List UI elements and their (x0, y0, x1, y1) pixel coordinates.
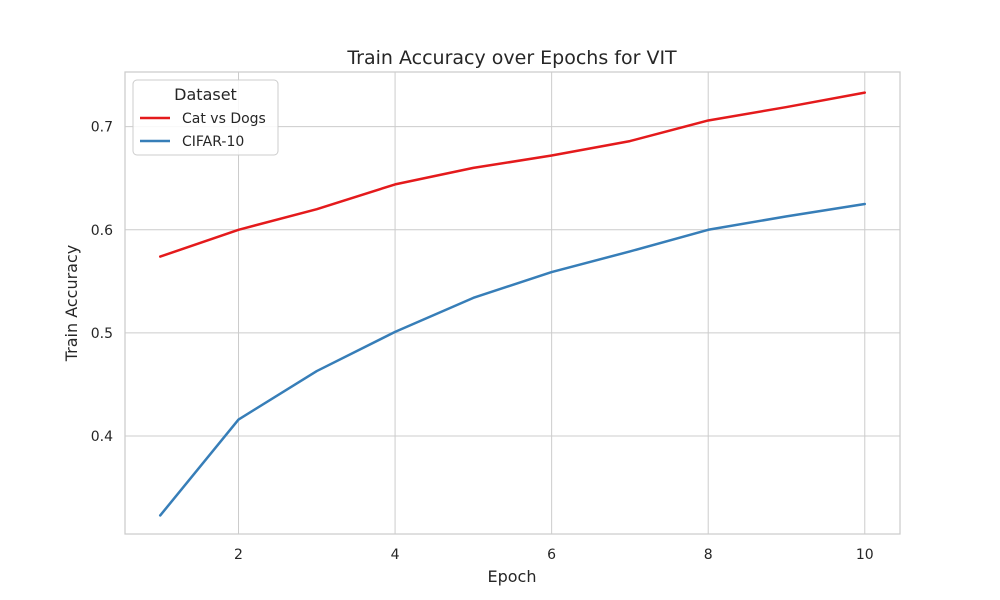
x-tick-label: 6 (547, 547, 556, 563)
legend-box (132, 79, 279, 156)
y-axis-label: Train Accuracy (62, 245, 81, 363)
plot-frame (124, 71, 901, 535)
grid-lines (125, 72, 900, 534)
legend-label-cat-vs-dogs: Cat vs Dogs (182, 111, 266, 127)
y-tick-label: 0.4 (91, 429, 113, 445)
legend-title: Dataset (174, 85, 237, 104)
x-tick-label: 4 (391, 547, 400, 563)
series-line-cat-vs-dogs (158, 91, 867, 258)
x-tick-label: 8 (704, 547, 713, 563)
y-tick-label: 0.5 (91, 326, 113, 342)
series-line-cifar-10 (158, 202, 867, 517)
y-tick-label: 0.7 (91, 120, 113, 136)
x-tick-label: 2 (234, 547, 243, 563)
legend-label-cifar-10: CIFAR-10 (182, 134, 244, 150)
chart-title: Train Accuracy over Epochs for VIT (346, 47, 677, 69)
x-axis-label: Epoch (488, 567, 537, 586)
tick-labels: 2 4 6 8 10 0.4 0.5 0.6 0.7 (91, 120, 874, 563)
y-tick-label: 0.6 (91, 223, 113, 239)
legend: Dataset Cat vs Dogs CIFAR-10 (132, 79, 279, 156)
x-tick-label: 10 (856, 547, 874, 563)
series-lines (158, 91, 867, 517)
